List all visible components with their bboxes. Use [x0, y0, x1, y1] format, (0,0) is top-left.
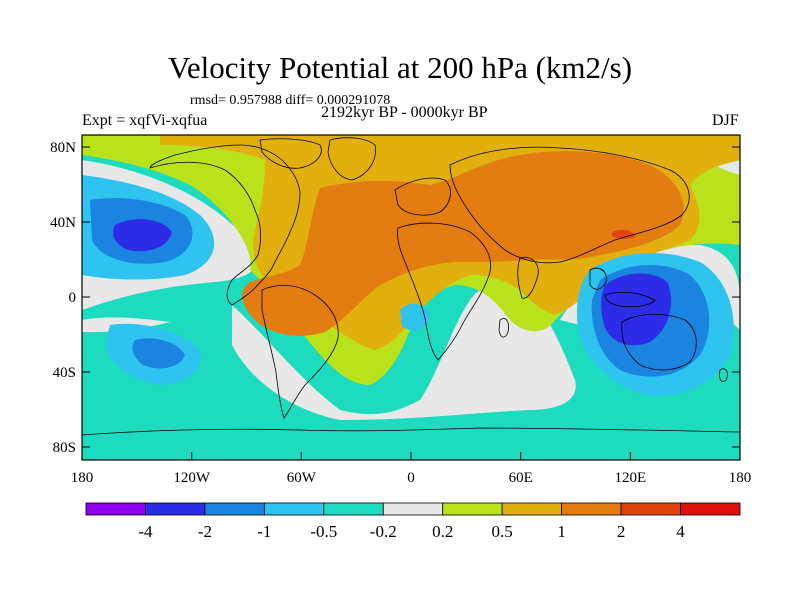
- lon-tick-label: 0: [407, 470, 415, 486]
- coastlines: [82, 137, 740, 436]
- colorbar-bin: [501, 502, 563, 516]
- lat-tick-marks: [82, 146, 740, 448]
- lon-tick-label: 60W: [287, 470, 317, 486]
- colorbar-bin: [561, 502, 622, 516]
- field-negative-extreme: [601, 273, 672, 346]
- colorbar-bin: [85, 502, 146, 516]
- field-positive-strong: [242, 151, 684, 336]
- experiment-label: Expt = xqfVi-xqfua: [82, 112, 208, 129]
- season-label: DJF: [712, 112, 739, 129]
- colorbar-labels: -4 -2 -1 -0.5 -0.2 0.2 0.5 1 2 4: [138, 522, 685, 541]
- period-label: 2192kyr BP - 0000kyr BP: [321, 104, 488, 121]
- plot-title: Velocity Potential at 200 hPa (km2/s): [167, 50, 633, 85]
- colorbar-bin: [323, 502, 384, 516]
- lon-tick-label: 120E: [614, 470, 646, 486]
- colorbar-bin: [204, 502, 265, 516]
- field-neutral-band: [232, 283, 576, 420]
- colorbar-label: -0.5: [310, 522, 337, 541]
- lat-tick-labels: 80N 40N 0 40S 80S: [50, 140, 76, 456]
- colorbar-label: 1: [557, 522, 566, 541]
- field-negative-extreme: [113, 219, 172, 252]
- field-positive-core: [612, 229, 636, 239]
- lon-tick-label: 60E: [509, 470, 533, 486]
- lon-tick-labels: 180 120W 60W 0 60E 120E 180: [71, 470, 752, 486]
- lat-tick-label: 80N: [50, 140, 76, 156]
- lon-tick-marks: [81, 452, 741, 460]
- field-negative-strong: [132, 338, 185, 369]
- colorbar-label: 0.2: [432, 522, 453, 541]
- lon-tick-label: 180: [71, 470, 94, 486]
- stats-label: rmsd= 0.957988 diff= 0.000291078: [190, 93, 391, 108]
- colorbar-bin: [263, 502, 325, 516]
- lon-tick-label: 120W: [173, 470, 211, 486]
- colorbar-bin: [620, 502, 681, 516]
- colorbar-label: -2: [198, 522, 212, 541]
- lat-tick-label: 80S: [53, 440, 76, 456]
- field-antarctic: [82, 415, 740, 460]
- lon-tick-label: 180: [729, 470, 752, 486]
- colorbar-label: 2: [617, 522, 626, 541]
- colorbar-label: 4: [676, 522, 685, 541]
- colorbar-bin: [145, 502, 206, 516]
- lat-tick-label: 0: [69, 290, 77, 306]
- velocity-potential-field: [82, 135, 740, 460]
- colorbar-bin: [680, 502, 741, 516]
- colorbar-label: -0.2: [370, 522, 397, 541]
- colorbar-label: -1: [257, 522, 271, 541]
- colorbar-label: -4: [138, 522, 153, 541]
- colorbar-bin: [442, 502, 503, 516]
- lat-tick-label: 40N: [50, 215, 76, 231]
- colorbar: [85, 502, 741, 516]
- colorbar-label: 0.5: [492, 522, 513, 541]
- colorbar-bin: [382, 502, 444, 516]
- lat-tick-label: 40S: [53, 365, 76, 381]
